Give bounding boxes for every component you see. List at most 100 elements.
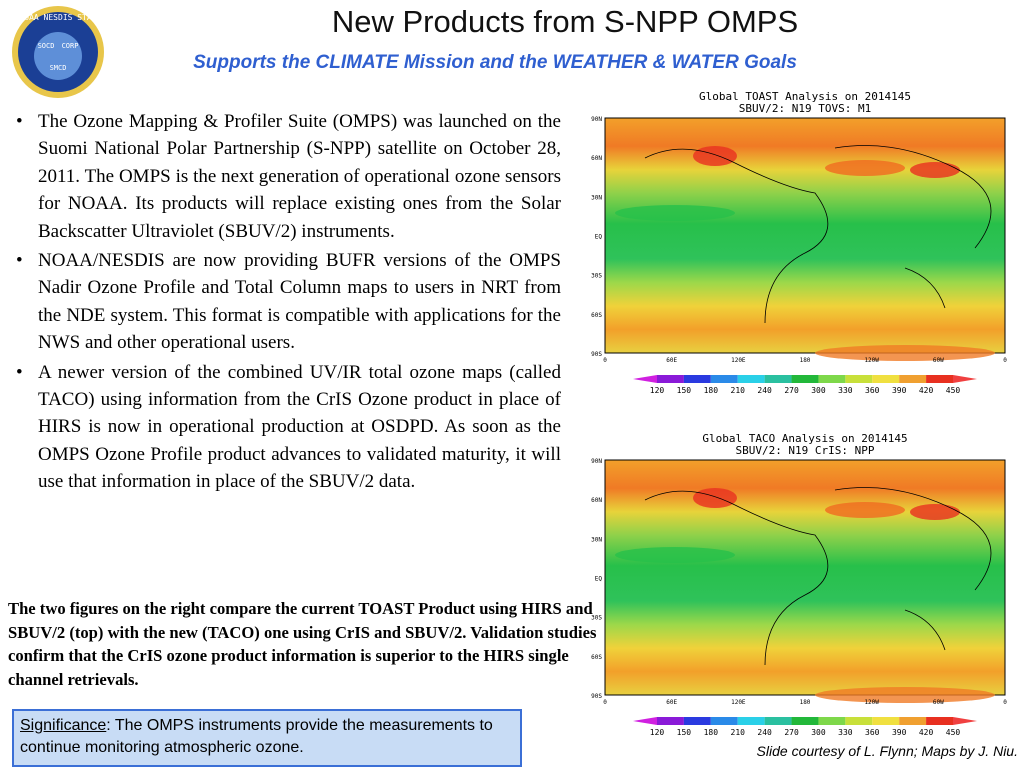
map-title: SBUV/2: N19 TOVS: M1 (739, 102, 871, 115)
colorbar-cell (845, 717, 873, 725)
significance-box: Significance: The OMPS instruments provi… (12, 709, 522, 767)
colorbar-end (953, 717, 977, 725)
coastline (644, 145, 992, 324)
map-blob (910, 162, 960, 178)
lat-label: 90S (591, 351, 602, 358)
map-blob (615, 547, 735, 563)
colorbar-label: 120 (650, 386, 665, 395)
colorbar-cell (872, 717, 900, 725)
lat-label: EQ (595, 234, 603, 241)
colorbar-cell (926, 717, 953, 725)
summary: The two figures on the right compare the… (8, 599, 597, 689)
lat-label: 30N (591, 536, 602, 543)
map-field (604, 117, 1006, 354)
colorbar-label: 210 (731, 728, 746, 737)
colorbar-label: 150 (677, 728, 692, 737)
lon-label: 60W (933, 699, 944, 706)
map-title: Global TOAST Analysis on 2014145 (699, 90, 911, 103)
lon-label: 120E (731, 699, 746, 706)
logo-text: SOCD (38, 42, 55, 50)
colorbar-cell (657, 375, 684, 383)
lat-label: 60S (591, 312, 602, 319)
colorbar-label: 450 (946, 386, 961, 395)
lon-label: 60W (933, 357, 944, 364)
colorbar-cell (710, 717, 738, 725)
colorbar-cell (683, 375, 711, 383)
colorbar-label: 330 (838, 386, 853, 395)
significance-text: : The OMPS instruments provide the measu… (20, 717, 493, 756)
lat-label: 90N (591, 116, 602, 123)
lon-label: 120W (864, 699, 879, 706)
colorbar-cell (657, 717, 684, 725)
colorbar-label: 180 (704, 728, 719, 737)
map-blob (815, 345, 995, 361)
logo: NOAA NESDIS STAR SOCD CORP SMCD (12, 6, 104, 98)
colorbar-label: 150 (677, 386, 692, 395)
lon-label: 180 (800, 357, 811, 364)
lon-label: 60E (666, 699, 677, 706)
colorbar-label: 360 (865, 386, 880, 395)
colorbar-end (953, 375, 977, 383)
colorbar-label: 240 (757, 728, 772, 737)
colorbar-label: 420 (919, 386, 934, 395)
lat-label: EQ (595, 576, 603, 583)
colorbar-label: 390 (892, 386, 907, 395)
title: New Products from S-NPP OMPS (331, 4, 799, 39)
colorbar-cell (683, 717, 711, 725)
colorbar-cell (737, 375, 765, 383)
colorbar-cell (764, 717, 792, 725)
coastline (644, 487, 992, 666)
colorbar-cell (710, 375, 738, 383)
bullet: A newer version of the combined UV/IR to… (16, 359, 561, 496)
significance-label: Significance (20, 717, 107, 734)
lat-label: 60N (591, 155, 602, 162)
map-blob (825, 160, 905, 176)
map-blob (825, 502, 905, 518)
logo-text: CORP (62, 42, 79, 50)
colorbar-label: 360 (865, 728, 880, 737)
colorbar-label: 210 (731, 386, 746, 395)
map-blob (910, 504, 960, 520)
map-title: Global TACO Analysis on 2014145 (702, 432, 907, 445)
lon-label: 120W (864, 357, 879, 364)
colorbar-label: 270 (784, 386, 799, 395)
lon-label: 60E (666, 357, 677, 364)
bullet-list: The Ozone Mapping & Profiler Suite (OMPS… (16, 108, 561, 498)
bullet: NOAA/NESDIS are now providing BUFR versi… (16, 247, 561, 357)
colorbar-cell (845, 375, 873, 383)
colorbar-cell (791, 375, 819, 383)
colorbar-label: 270 (784, 728, 799, 737)
colorbar-cell (818, 717, 846, 725)
lat-label: 60N (591, 497, 602, 504)
logo-text: NOAA NESDIS STAR (19, 13, 96, 22)
lon-label: 180 (800, 699, 811, 706)
colorbar-label: 300 (811, 386, 826, 395)
lon-label: 0 (603, 699, 607, 706)
map-blob (693, 488, 737, 508)
lat-label: 30S (591, 273, 602, 280)
lon-label: 0 (1003, 699, 1007, 706)
map-blob (815, 687, 995, 703)
lat-label: 60S (591, 654, 602, 661)
colorbar-label: 180 (704, 386, 719, 395)
logo-text: SMCD (50, 64, 67, 72)
bullet: The Ozone Mapping & Profiler Suite (OMPS… (16, 108, 561, 245)
lat-label: 30N (591, 194, 602, 201)
colorbar-end (633, 375, 657, 383)
lon-label: 0 (1003, 357, 1007, 364)
lat-label: 90N (591, 458, 602, 465)
colorbar-label: 120 (650, 728, 665, 737)
colorbar-end (633, 717, 657, 725)
subtitle: Supports the CLIMATE Mission and the WEA… (193, 52, 797, 73)
map-field (604, 459, 1006, 696)
colorbar-cell (899, 717, 927, 725)
colorbar-cell (818, 375, 846, 383)
colorbar-label: 390 (892, 728, 907, 737)
colorbar-label: 240 (757, 386, 772, 395)
colorbar-label: 300 (811, 728, 826, 737)
colorbar-cell (737, 717, 765, 725)
lat-label: 90S (591, 693, 602, 700)
colorbar-cell (872, 375, 900, 383)
credit: Slide courtesy of L. Flynn; Maps by J. N… (756, 743, 1018, 759)
